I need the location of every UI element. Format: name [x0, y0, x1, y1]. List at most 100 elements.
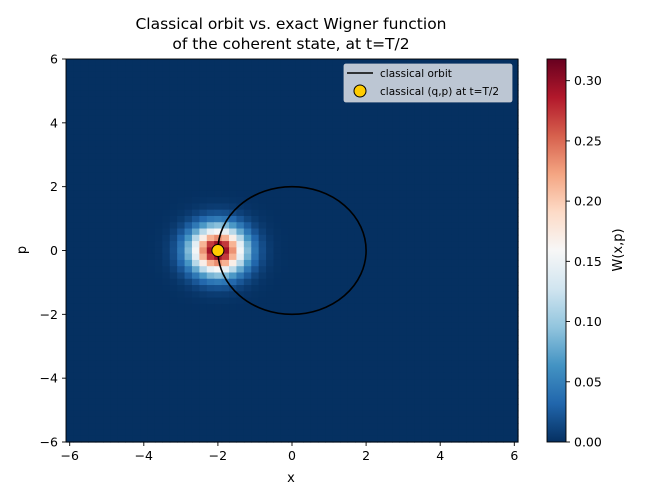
heatmap-cell — [206, 241, 215, 248]
heatmap-cell — [436, 410, 445, 418]
heatmap-cell — [354, 259, 363, 267]
heatmap-cell — [406, 153, 415, 161]
heatmap-cell — [384, 328, 393, 336]
heatmap-cell — [510, 316, 519, 324]
heatmap-cell — [140, 134, 149, 142]
heatmap-cell — [384, 266, 393, 274]
heatmap-cell — [66, 416, 75, 424]
heatmap-cell — [429, 153, 438, 161]
heatmap-cell — [495, 109, 504, 117]
heatmap-cell — [436, 372, 445, 380]
heatmap-cell — [132, 372, 141, 380]
heatmap-cell — [317, 410, 326, 418]
heatmap-cell — [458, 153, 467, 161]
heatmap-cell — [369, 190, 378, 198]
heatmap-cell — [443, 335, 452, 343]
heatmap-cell — [117, 391, 126, 399]
heatmap-cell — [221, 197, 230, 205]
heatmap-cell — [384, 416, 393, 424]
heatmap-cell — [466, 115, 475, 123]
heatmap-cell — [243, 410, 252, 418]
heatmap-cell — [488, 272, 497, 280]
heatmap-cell — [340, 347, 349, 355]
heatmap-cell — [206, 77, 215, 85]
heatmap-cell — [325, 423, 334, 431]
heatmap-cell — [80, 379, 89, 387]
heatmap-cell — [184, 96, 193, 104]
heatmap-cell — [436, 316, 445, 324]
heatmap-cell — [243, 310, 252, 318]
heatmap-cell — [443, 372, 452, 380]
heatmap-cell — [480, 347, 489, 355]
heatmap-cell — [510, 328, 519, 336]
heatmap-cell — [266, 435, 275, 443]
heatmap-cell — [125, 328, 134, 336]
heatmap-cell — [266, 203, 275, 211]
heatmap-cell — [384, 102, 393, 110]
heatmap-cell — [295, 146, 304, 154]
heatmap-cell — [125, 128, 134, 135]
heatmap-cell — [184, 159, 193, 167]
heatmap-cell — [140, 385, 149, 393]
heatmap-cell — [80, 310, 89, 318]
heatmap-cell — [66, 159, 75, 167]
heatmap-cell — [154, 134, 163, 142]
heatmap-cell — [177, 410, 186, 418]
heatmap-cell — [80, 146, 89, 154]
heatmap-cell — [132, 366, 141, 374]
heatmap-cell — [451, 102, 460, 110]
heatmap-cell — [177, 272, 186, 280]
heatmap-cell — [473, 159, 482, 167]
heatmap-cell — [458, 385, 467, 393]
heatmap-cell — [436, 423, 445, 431]
heatmap-cell — [73, 303, 82, 311]
heatmap-cell — [214, 354, 223, 361]
heatmap-cell — [214, 134, 223, 142]
heatmap-cell — [132, 215, 141, 223]
heatmap-cell — [132, 102, 141, 110]
heatmap-cell — [214, 209, 223, 217]
heatmap-cell — [384, 360, 393, 368]
heatmap-cell — [162, 272, 171, 280]
heatmap-cell — [303, 341, 312, 349]
heatmap-cell — [399, 134, 408, 142]
heatmap-cell — [392, 278, 401, 286]
heatmap-cell — [184, 121, 193, 129]
heatmap-cell — [414, 335, 423, 343]
heatmap-cell — [243, 65, 252, 73]
heatmap-cell — [288, 159, 297, 167]
heatmap-cell — [184, 234, 193, 242]
heatmap-cell — [140, 215, 149, 223]
heatmap-cell — [473, 303, 482, 311]
heatmap-cell — [377, 259, 386, 267]
heatmap-cell — [414, 429, 423, 437]
heatmap-cell — [317, 285, 326, 292]
heatmap-cell — [258, 184, 267, 192]
heatmap-cell — [303, 385, 312, 393]
heatmap-cell — [510, 96, 519, 104]
heatmap-cell — [229, 190, 238, 198]
heatmap-cell — [406, 335, 415, 343]
heatmap-cell — [266, 310, 275, 318]
heatmap-cell — [480, 109, 489, 117]
heatmap-cell — [510, 360, 519, 368]
heatmap-cell — [221, 178, 230, 186]
heatmap-cell — [95, 153, 104, 161]
heatmap-cell — [132, 379, 141, 387]
heatmap-cell — [280, 379, 289, 387]
heatmap-cell — [236, 285, 245, 292]
heatmap-cell — [377, 190, 386, 198]
heatmap-cell — [495, 184, 504, 192]
heatmap-cell — [340, 423, 349, 431]
heatmap-cell — [451, 391, 460, 399]
heatmap-cell — [177, 291, 186, 299]
heatmap-cell — [125, 372, 134, 380]
heatmap-cell — [140, 241, 149, 248]
heatmap-cell — [303, 322, 312, 330]
heatmap-cell — [206, 90, 215, 98]
heatmap-cell — [214, 215, 223, 223]
heatmap-cell — [280, 398, 289, 405]
heatmap-cell — [110, 146, 119, 154]
heatmap-cell — [73, 385, 82, 393]
heatmap-cell — [73, 222, 82, 230]
